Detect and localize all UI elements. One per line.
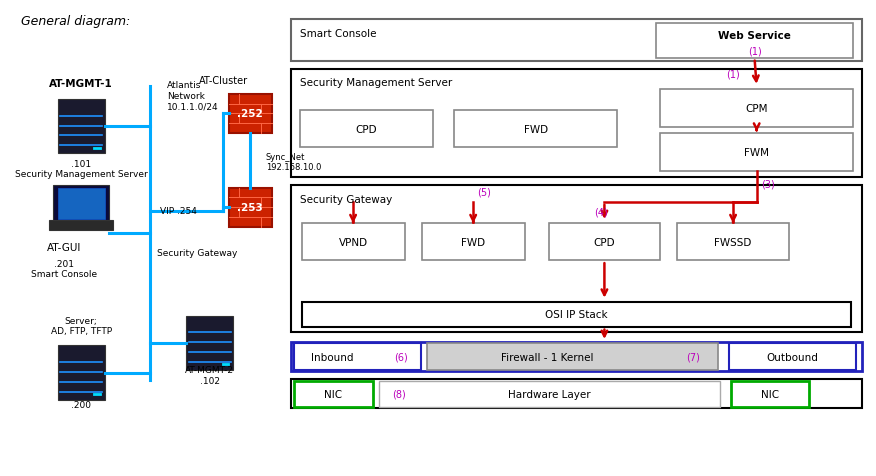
FancyBboxPatch shape bbox=[378, 381, 720, 407]
FancyBboxPatch shape bbox=[187, 316, 233, 370]
Text: NIC: NIC bbox=[324, 389, 343, 399]
Text: .101
Security Management Server: .101 Security Management Server bbox=[15, 160, 147, 179]
FancyBboxPatch shape bbox=[661, 90, 853, 128]
FancyBboxPatch shape bbox=[421, 224, 525, 261]
FancyBboxPatch shape bbox=[58, 346, 105, 400]
Text: Inbound: Inbound bbox=[311, 352, 354, 362]
Text: Firewall - 1 Kernel: Firewall - 1 Kernel bbox=[501, 352, 593, 362]
Text: (4): (4) bbox=[594, 207, 608, 217]
Text: .252: .252 bbox=[237, 109, 263, 119]
Text: Atlantis
Network
10.1.1.0/24: Atlantis Network 10.1.1.0/24 bbox=[167, 81, 219, 111]
Text: CPD: CPD bbox=[594, 237, 615, 247]
Text: (7): (7) bbox=[686, 352, 700, 362]
Text: VPND: VPND bbox=[338, 237, 368, 247]
Text: Outbound: Outbound bbox=[766, 352, 818, 362]
FancyBboxPatch shape bbox=[292, 69, 862, 178]
Text: (8): (8) bbox=[392, 389, 406, 399]
Text: Security Management Server: Security Management Server bbox=[300, 78, 452, 88]
Text: General diagram:: General diagram: bbox=[21, 15, 131, 28]
FancyBboxPatch shape bbox=[427, 344, 718, 370]
FancyBboxPatch shape bbox=[731, 381, 809, 407]
Text: .201
Smart Console: .201 Smart Console bbox=[31, 259, 97, 278]
Text: AT-GUI: AT-GUI bbox=[46, 242, 81, 252]
Text: Server;
AD, FTP, TFTP: Server; AD, FTP, TFTP bbox=[51, 316, 112, 335]
Text: Sync_Net
192.168.10.0: Sync_Net 192.168.10.0 bbox=[265, 153, 321, 172]
Text: Smart Console: Smart Console bbox=[300, 29, 377, 39]
FancyBboxPatch shape bbox=[301, 302, 851, 327]
FancyBboxPatch shape bbox=[729, 344, 856, 370]
FancyBboxPatch shape bbox=[656, 24, 853, 59]
FancyBboxPatch shape bbox=[58, 99, 105, 154]
FancyBboxPatch shape bbox=[455, 111, 618, 148]
FancyBboxPatch shape bbox=[58, 188, 105, 219]
FancyBboxPatch shape bbox=[49, 220, 113, 231]
Text: FWM: FWM bbox=[745, 148, 769, 158]
Text: (1): (1) bbox=[747, 46, 761, 56]
Text: (5): (5) bbox=[477, 187, 491, 197]
Text: NIC: NIC bbox=[761, 389, 779, 399]
FancyBboxPatch shape bbox=[677, 224, 788, 261]
Text: FWD: FWD bbox=[461, 237, 485, 247]
Text: FWSSD: FWSSD bbox=[715, 237, 752, 247]
FancyBboxPatch shape bbox=[548, 224, 661, 261]
Text: OSI IP Stack: OSI IP Stack bbox=[545, 310, 607, 320]
Text: CPD: CPD bbox=[356, 125, 378, 135]
Text: .253: .253 bbox=[237, 203, 263, 213]
Text: VIP .254: VIP .254 bbox=[160, 207, 197, 216]
FancyBboxPatch shape bbox=[294, 381, 373, 407]
FancyBboxPatch shape bbox=[229, 95, 272, 133]
FancyBboxPatch shape bbox=[229, 188, 272, 227]
FancyBboxPatch shape bbox=[292, 379, 862, 408]
FancyBboxPatch shape bbox=[53, 186, 109, 221]
FancyBboxPatch shape bbox=[661, 134, 853, 172]
Text: (3): (3) bbox=[761, 179, 774, 189]
Text: Security Gateway: Security Gateway bbox=[300, 195, 392, 205]
Text: AT-MGMT-1: AT-MGMT-1 bbox=[49, 79, 113, 89]
FancyBboxPatch shape bbox=[292, 186, 862, 333]
FancyBboxPatch shape bbox=[300, 111, 433, 148]
Text: AT-Cluster: AT-Cluster bbox=[200, 76, 249, 86]
Text: Web Service: Web Service bbox=[718, 31, 791, 41]
FancyBboxPatch shape bbox=[301, 224, 405, 261]
Text: Security Gateway: Security Gateway bbox=[157, 248, 237, 258]
Text: (1): (1) bbox=[726, 69, 740, 79]
Text: .200: .200 bbox=[71, 400, 91, 409]
FancyBboxPatch shape bbox=[294, 344, 420, 370]
FancyBboxPatch shape bbox=[292, 20, 862, 62]
Text: FWD: FWD bbox=[524, 125, 548, 135]
Text: CPM: CPM bbox=[745, 104, 768, 114]
Text: Hardware Layer: Hardware Layer bbox=[508, 389, 590, 399]
Text: (6): (6) bbox=[394, 352, 408, 362]
Text: AT-MGMT-2
.102: AT-MGMT-2 .102 bbox=[186, 366, 235, 385]
FancyBboxPatch shape bbox=[292, 342, 862, 371]
